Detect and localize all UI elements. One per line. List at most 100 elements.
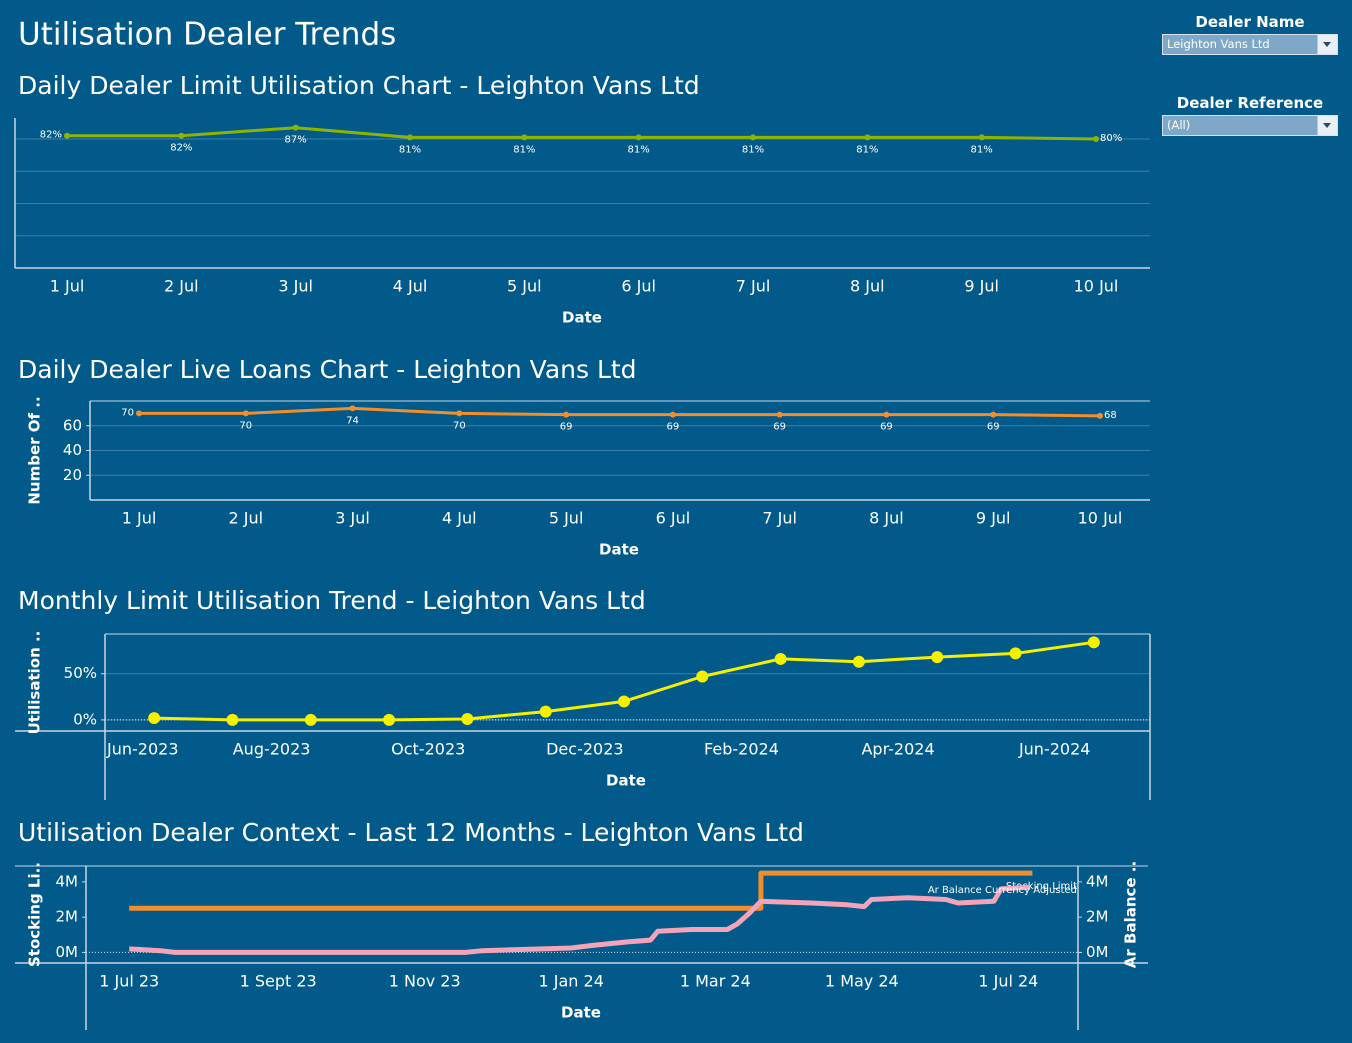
data-point bbox=[1093, 135, 1099, 142]
data-point bbox=[864, 134, 871, 141]
data-label: 70 bbox=[121, 407, 134, 418]
data-point bbox=[931, 651, 944, 664]
chart-title: Utilisation Dealer Context - Last 12 Mon… bbox=[18, 818, 804, 847]
series-line bbox=[139, 406, 1101, 418]
data-point bbox=[349, 405, 356, 412]
data-point bbox=[178, 132, 185, 139]
series-line bbox=[154, 640, 1095, 722]
x-tick-label: Feb-2024 bbox=[704, 740, 779, 759]
data-point bbox=[521, 134, 528, 141]
data-point bbox=[226, 713, 239, 726]
data-point bbox=[618, 695, 630, 708]
data-point bbox=[776, 411, 783, 418]
x-tick-label: Jun-2023 bbox=[106, 740, 179, 759]
x-tick-label: 7 Jul bbox=[762, 509, 797, 528]
dropdown-arrow[interactable] bbox=[1317, 35, 1337, 54]
dropdown-value: Leighton Vans Ltd bbox=[1167, 37, 1270, 51]
data-point bbox=[148, 712, 161, 725]
x-tick-label: 1 Sept 23 bbox=[240, 972, 317, 991]
x-tick-label: 9 Jul bbox=[976, 509, 1011, 528]
data-point bbox=[774, 652, 787, 665]
y-tick-label: 4M bbox=[1086, 872, 1109, 890]
data-label: 70 bbox=[239, 420, 252, 431]
y-tick-label: 20 bbox=[63, 466, 82, 484]
x-tick-label: 1 Jul bbox=[122, 509, 157, 528]
data-point bbox=[304, 713, 317, 726]
y-axis-title: Utilisation .. bbox=[26, 631, 44, 735]
x-tick-label: 1 Jul 24 bbox=[978, 972, 1038, 991]
x-tick-label: 1 May 24 bbox=[825, 972, 899, 991]
dashboard-title: Utilisation Dealer Trends bbox=[18, 17, 396, 53]
data-point bbox=[635, 134, 642, 141]
data-label: 74 bbox=[346, 415, 359, 426]
x-tick-label: 10 Jul bbox=[1074, 277, 1119, 296]
x-tick-label: 2 Jul bbox=[164, 277, 199, 296]
data-label: 80% bbox=[1100, 133, 1122, 144]
x-axis-title: Date bbox=[599, 541, 639, 559]
data-label: 82% bbox=[40, 130, 62, 141]
x-tick-label: 9 Jul bbox=[964, 277, 999, 296]
data-label: 81% bbox=[628, 144, 650, 155]
data-label: 69 bbox=[773, 422, 786, 433]
x-axis-title: Date bbox=[606, 772, 646, 790]
y-tick-label: 0% bbox=[73, 710, 97, 728]
x-tick-label: Oct-2023 bbox=[391, 740, 465, 759]
x-tick-label: 8 Jul bbox=[869, 509, 904, 528]
data-point bbox=[539, 705, 552, 718]
data-label: 69 bbox=[560, 422, 573, 433]
x-tick-label: 6 Jul bbox=[621, 277, 656, 296]
data-label: 82% bbox=[170, 143, 192, 154]
y-tick-label: 0M bbox=[1086, 943, 1109, 961]
x-tick-label: 4 Jul bbox=[442, 509, 477, 528]
dropdown[interactable]: Leighton Vans Ltd bbox=[1162, 34, 1338, 55]
data-label: 69 bbox=[667, 422, 680, 433]
x-tick-label: Dec-2023 bbox=[546, 740, 623, 759]
data-point bbox=[750, 134, 756, 141]
data-point bbox=[990, 411, 997, 418]
x-axis-title: Date bbox=[562, 309, 602, 327]
y-tick-label: 60 bbox=[63, 416, 82, 434]
data-label: 81% bbox=[856, 144, 878, 155]
filter: Dealer Reference (All) bbox=[1162, 93, 1338, 136]
data-point bbox=[292, 124, 299, 131]
data-label: 68 bbox=[1104, 410, 1117, 421]
filter: Dealer Name Leighton Vans Ltd bbox=[1162, 12, 1338, 55]
y-tick-label: 2M bbox=[1086, 908, 1109, 926]
x-tick-label: Aug-2023 bbox=[233, 740, 311, 759]
data-point bbox=[383, 713, 396, 726]
x-axis-title: Date bbox=[561, 1004, 601, 1022]
x-tick-label: 10 Jul bbox=[1078, 509, 1123, 528]
data-point bbox=[883, 411, 890, 418]
data-label: 69 bbox=[880, 422, 893, 433]
x-tick-label: 6 Jul bbox=[656, 509, 691, 528]
data-point bbox=[136, 410, 142, 417]
chart-title: Daily Dealer Limit Utilisation Chart - L… bbox=[18, 71, 700, 100]
data-point bbox=[64, 132, 70, 139]
x-tick-label: 7 Jul bbox=[736, 277, 771, 296]
y-tick-label: 2M bbox=[56, 908, 79, 926]
y-tick-label: 40 bbox=[63, 441, 82, 459]
data-point bbox=[669, 411, 676, 418]
data-label: 81% bbox=[971, 144, 993, 155]
dropdown-value: (All) bbox=[1167, 118, 1191, 132]
x-tick-label: 1 Jul bbox=[50, 277, 85, 296]
data-point bbox=[1009, 647, 1022, 660]
x-tick-label: Jun-2024 bbox=[1018, 740, 1091, 759]
x-tick-label: 1 Jan 24 bbox=[539, 972, 604, 991]
y-tick-label: 4M bbox=[56, 872, 79, 890]
x-tick-label: 3 Jul bbox=[278, 277, 313, 296]
chart-title: Monthly Limit Utilisation Trend - Leight… bbox=[18, 586, 646, 615]
chart-title: Daily Dealer Live Loans Chart - Leighton… bbox=[18, 355, 637, 384]
data-point bbox=[1097, 412, 1103, 419]
data-point bbox=[978, 134, 985, 141]
data-point bbox=[242, 410, 249, 417]
series-line bbox=[129, 870, 1033, 911]
dropdown[interactable]: (All) bbox=[1162, 115, 1338, 136]
x-tick-label: Apr-2024 bbox=[861, 740, 934, 759]
x-tick-label: 8 Jul bbox=[850, 277, 885, 296]
series-label: Ar Balance Currency Adjusted bbox=[928, 885, 1077, 896]
dropdown-arrow[interactable] bbox=[1317, 116, 1337, 135]
x-tick-label: 4 Jul bbox=[393, 277, 428, 296]
x-tick-label: 5 Jul bbox=[549, 509, 584, 528]
